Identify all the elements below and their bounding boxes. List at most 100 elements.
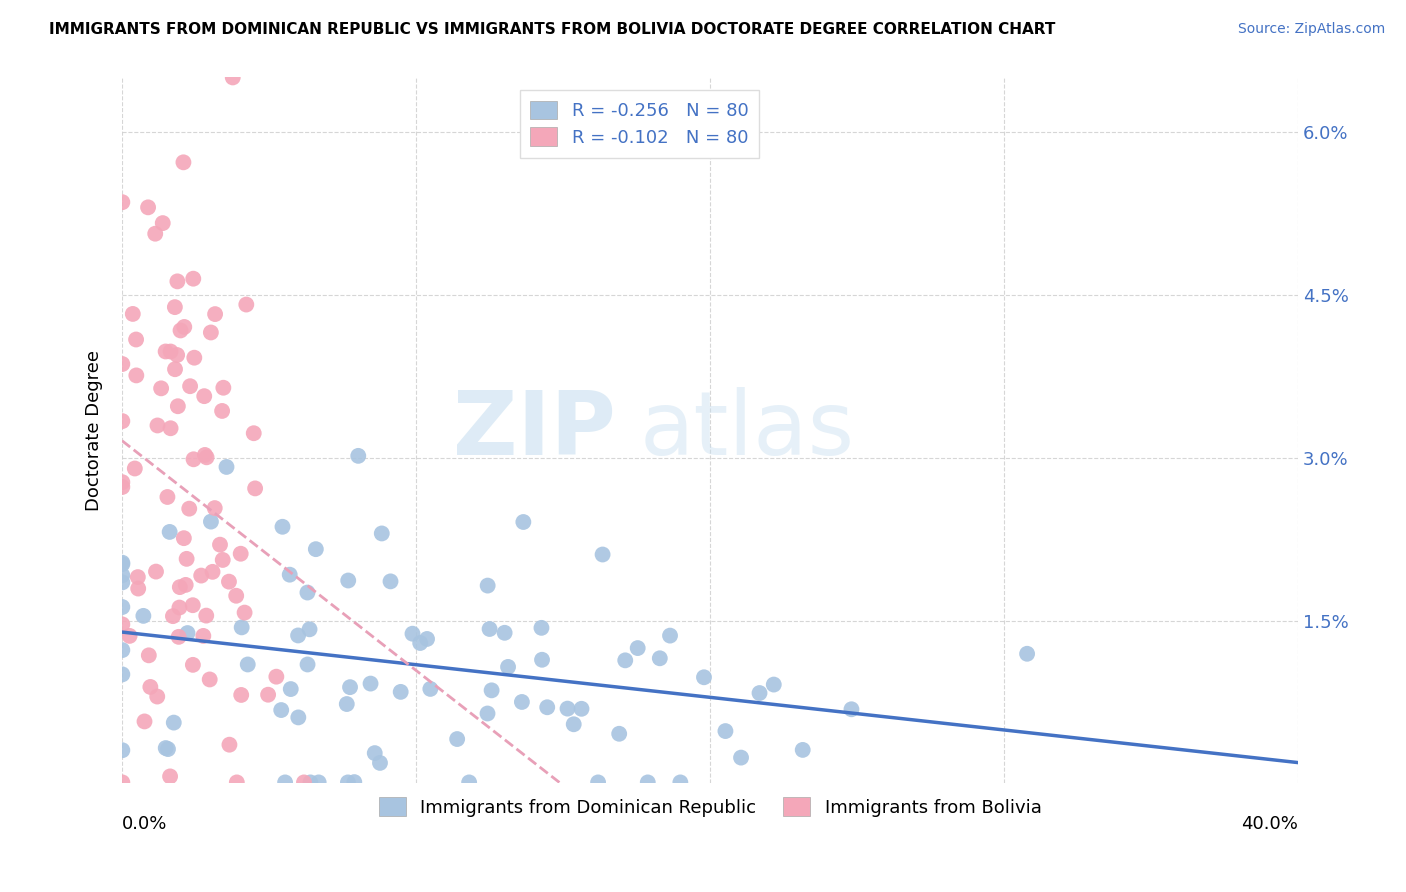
- Point: [478, 622, 501, 636]
- Point: [336, 775, 359, 789]
- Point: [181, 657, 204, 672]
- Point: [111, 643, 134, 657]
- Point: [111, 357, 134, 371]
- Point: [167, 630, 190, 644]
- Point: [218, 738, 240, 752]
- Point: [163, 300, 186, 314]
- Point: [571, 702, 593, 716]
- Point: [169, 323, 191, 337]
- Point: [235, 297, 257, 311]
- Point: [125, 368, 148, 383]
- Point: [136, 200, 159, 214]
- Point: [138, 648, 160, 663]
- Point: [194, 448, 217, 462]
- Point: [380, 574, 402, 589]
- Point: [287, 628, 309, 642]
- Point: [111, 414, 134, 428]
- Point: [211, 404, 233, 418]
- Point: [278, 567, 301, 582]
- Point: [204, 501, 226, 516]
- Point: [134, 714, 156, 729]
- Point: [360, 676, 382, 690]
- Point: [562, 717, 585, 731]
- Point: [419, 681, 441, 696]
- Point: [364, 746, 387, 760]
- Point: [274, 775, 297, 789]
- Point: [111, 568, 134, 582]
- Point: [242, 426, 264, 441]
- Point: [173, 531, 195, 545]
- Point: [146, 418, 169, 433]
- Point: [139, 680, 162, 694]
- Point: [243, 482, 266, 496]
- Point: [297, 585, 319, 599]
- Point: [215, 459, 238, 474]
- Point: [174, 578, 197, 592]
- Point: [166, 274, 188, 288]
- Point: [231, 688, 253, 702]
- Point: [614, 653, 637, 667]
- Point: [659, 629, 682, 643]
- Point: [730, 750, 752, 764]
- Text: 40.0%: 40.0%: [1241, 815, 1298, 833]
- Point: [159, 769, 181, 783]
- Point: [477, 706, 499, 721]
- Point: [146, 690, 169, 704]
- Point: [336, 697, 359, 711]
- Point: [748, 686, 770, 700]
- Point: [169, 580, 191, 594]
- Point: [368, 756, 391, 770]
- Point: [200, 515, 222, 529]
- Point: [198, 673, 221, 687]
- Point: [204, 307, 226, 321]
- Y-axis label: Doctorate Degree: Doctorate Degree: [86, 350, 103, 511]
- Point: [155, 344, 177, 359]
- Point: [607, 727, 630, 741]
- Point: [557, 701, 579, 715]
- Point: [183, 351, 205, 365]
- Point: [200, 326, 222, 340]
- Point: [155, 741, 177, 756]
- Point: [222, 70, 245, 85]
- Point: [297, 657, 319, 672]
- Point: [287, 710, 309, 724]
- Point: [236, 657, 259, 672]
- Point: [299, 775, 322, 789]
- Point: [211, 553, 233, 567]
- Point: [121, 307, 143, 321]
- Text: ZIP: ZIP: [453, 387, 616, 474]
- Point: [166, 399, 188, 413]
- Point: [231, 620, 253, 634]
- Point: [337, 574, 360, 588]
- Text: 0.0%: 0.0%: [122, 815, 167, 833]
- Point: [176, 552, 198, 566]
- Point: [145, 565, 167, 579]
- Point: [1017, 647, 1039, 661]
- Point: [166, 348, 188, 362]
- Point: [229, 547, 252, 561]
- Point: [762, 677, 785, 691]
- Point: [183, 452, 205, 467]
- Point: [531, 653, 554, 667]
- Point: [195, 450, 218, 465]
- Point: [371, 526, 394, 541]
- Point: [179, 501, 201, 516]
- Point: [212, 381, 235, 395]
- Point: [292, 775, 315, 789]
- Point: [280, 681, 302, 696]
- Point: [111, 556, 134, 570]
- Text: atlas: atlas: [640, 387, 855, 474]
- Point: [201, 565, 224, 579]
- Point: [347, 449, 370, 463]
- Point: [193, 389, 215, 403]
- Point: [127, 582, 149, 596]
- Point: [494, 625, 516, 640]
- Point: [586, 775, 609, 789]
- Point: [156, 742, 179, 756]
- Point: [181, 271, 204, 285]
- Point: [124, 461, 146, 475]
- Point: [111, 195, 134, 210]
- Point: [193, 629, 215, 643]
- Point: [172, 155, 194, 169]
- Point: [496, 660, 519, 674]
